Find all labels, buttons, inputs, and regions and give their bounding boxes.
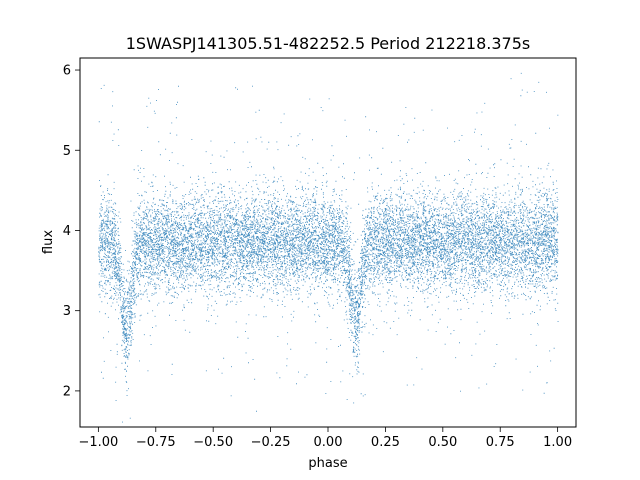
scatter-points [98,72,559,423]
x-tick-label: −0.50 [193,435,233,450]
y-axis-ticks: 2 3 4 5 6 [63,64,80,399]
y-tick-label: 5 [63,144,71,159]
x-tick-label: −1.00 [78,435,118,450]
x-axis-ticks: −1.00 −0.75 −0.50 −0.25 0.00 0.25 0.50 0.75 1.00 [78,427,572,450]
y-axis-label: flux [41,230,56,254]
y-tick-label: 3 [63,304,71,319]
y-tick-label: 4 [63,224,71,239]
y-tick-label: 2 [63,384,71,399]
x-tick-label: 0.75 [486,435,515,450]
x-tick-label: 0.50 [428,435,457,450]
x-tick-label: 0.00 [314,435,343,450]
chart-title: 1SWASPJ141305.51-482252.5 Period 212218.… [126,34,531,53]
x-tick-label: −0.25 [251,435,291,450]
scatter-point-cloud [98,72,559,423]
y-tick-label: 6 [63,64,71,79]
x-axis-label: phase [308,456,347,471]
x-tick-label: 0.25 [371,435,400,450]
x-tick-label: −0.75 [136,435,176,450]
x-tick-label: 1.00 [543,435,572,450]
